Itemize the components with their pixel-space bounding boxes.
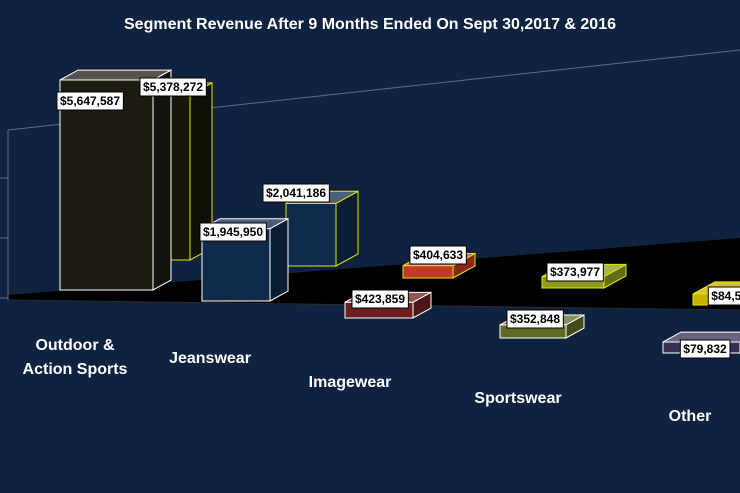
category-label-line: Action Sports (23, 361, 128, 378)
category-label-line: Other (669, 408, 712, 425)
bar-side-face (335, 190, 359, 267)
data-label-2017: $79,832 (679, 339, 731, 359)
data-label-2016: $373,977 (546, 262, 604, 282)
data-label-text: $2,041,186 (266, 186, 326, 200)
data-label-2017: $5,647,587 (56, 91, 124, 111)
bar-front-face (402, 265, 454, 279)
data-label-2017: $352,848 (506, 309, 564, 329)
data-label-2016: $84,531 (707, 286, 740, 306)
data-label-box (707, 286, 740, 306)
bar-2017 (59, 69, 172, 291)
category-label: Jeanswear (169, 350, 251, 367)
data-label-2016: $5,378,272 (139, 77, 207, 97)
data-label-box (506, 309, 564, 329)
category-label-line: Outdoor & (35, 337, 115, 354)
data-label-box (351, 289, 409, 309)
data-label-2017: $423,859 (351, 289, 409, 309)
data-label-text: $84,531 (711, 289, 740, 303)
chart-floor (8, 238, 740, 310)
category-label-line: Jeanswear (169, 350, 251, 367)
data-label-box (409, 245, 467, 265)
bar-side-face (152, 69, 172, 291)
data-label-text: $352,848 (510, 312, 560, 326)
bar-front-face (285, 202, 337, 267)
data-label-box (199, 222, 267, 242)
data-label-2017: $1,945,950 (199, 222, 267, 242)
category-label: Other (669, 408, 712, 425)
category-label-line: Sportswear (474, 390, 561, 407)
data-label-box (262, 183, 330, 203)
chart-title: Segment Revenue After 9 Months Ended On … (124, 16, 616, 33)
data-label-box (56, 91, 124, 111)
data-label-box (139, 77, 207, 97)
category-label-line: Imagewear (309, 374, 392, 391)
bar-front-face (59, 79, 154, 291)
category-label: Sportswear (474, 390, 561, 407)
data-label-text: $5,378,272 (143, 80, 203, 94)
data-label-text: $79,832 (683, 342, 727, 356)
data-label-text: $404,633 (413, 248, 463, 262)
data-label-text: $1,945,950 (203, 225, 263, 239)
bar-side-face (269, 217, 289, 302)
data-label-box (679, 339, 731, 359)
bars-layer: $5,378,272 $5,647,587 $2,041,186 $1,945,950… (56, 69, 740, 359)
data-label-2016: $404,633 (409, 245, 467, 265)
category-labels: Outdoor & Action Sports Jeanswear Imagewear… (23, 337, 712, 425)
data-label-text: $5,647,587 (60, 94, 120, 108)
category-label: Imagewear (309, 374, 392, 391)
data-label-2016: $2,041,186 (262, 183, 330, 203)
data-label-text: $373,977 (550, 265, 600, 279)
data-label-box (546, 262, 604, 282)
category-label: Outdoor & Action Sports (23, 337, 128, 378)
data-label-text: $423,859 (355, 292, 405, 306)
